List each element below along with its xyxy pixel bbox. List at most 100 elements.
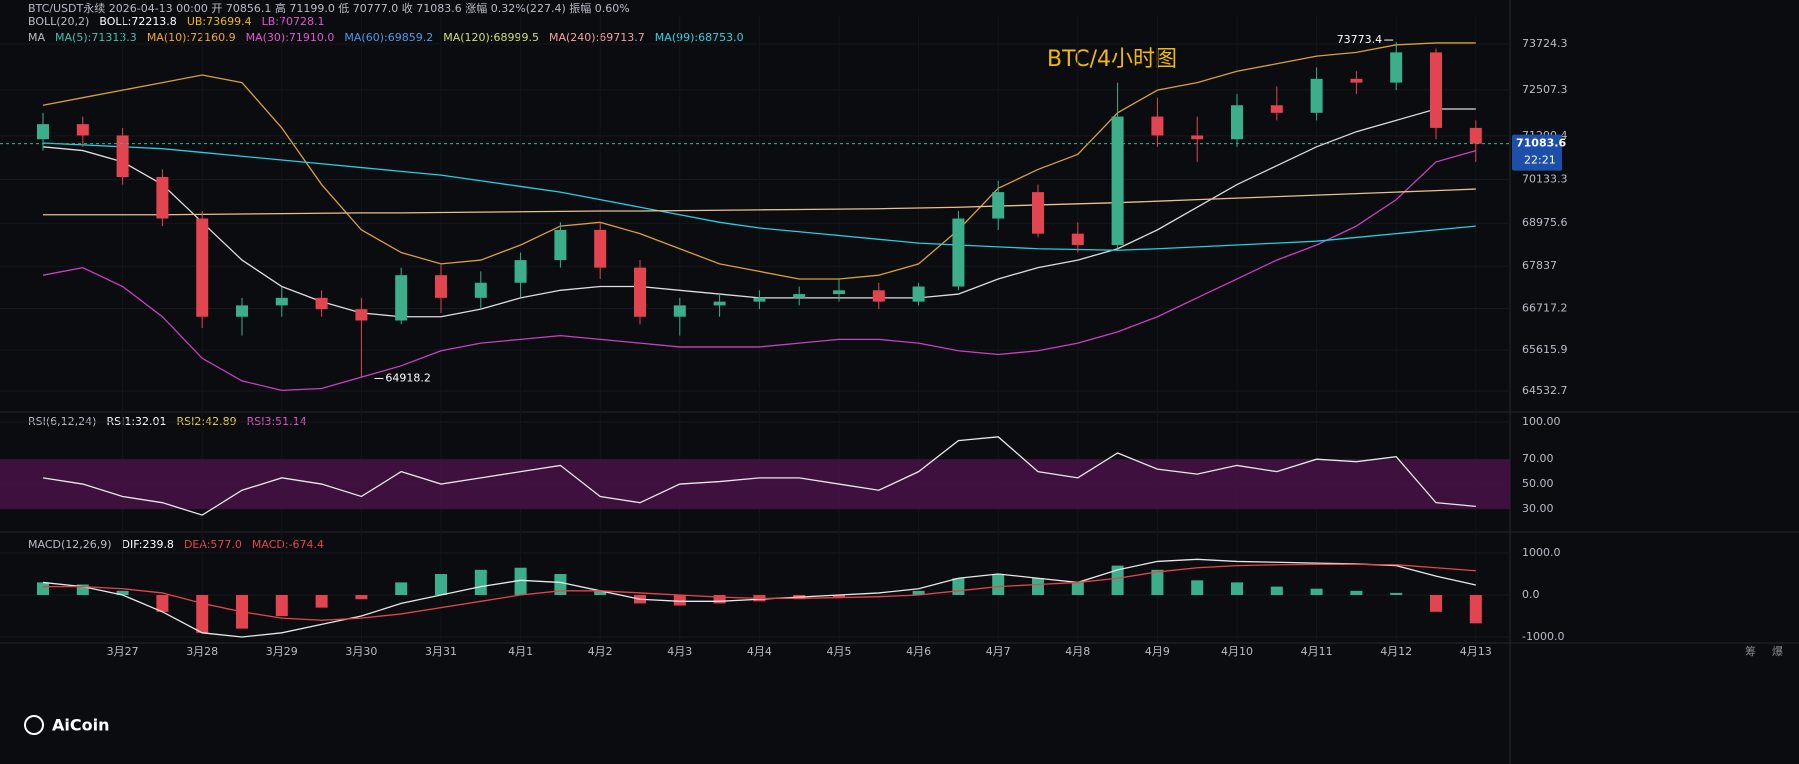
macd-bar: [1071, 582, 1084, 596]
candle-body: [1430, 52, 1442, 128]
indicator-line: [43, 563, 1476, 621]
x-tick-label: 3月27: [107, 645, 139, 658]
x-tick-label: 4月4: [747, 645, 772, 658]
candle-body: [1390, 52, 1403, 83]
candle-body: [474, 282, 487, 298]
candle-body: [355, 309, 368, 321]
macd-bar: [196, 595, 209, 633]
macd-bar: [1231, 582, 1243, 596]
x-tick-label: 4月3: [667, 645, 692, 658]
candle-body: [1111, 116, 1124, 245]
legend-entry: BOLL(20,2): [28, 15, 89, 28]
candle-body: [395, 275, 408, 321]
chart-title: BTC/4小时图: [1047, 47, 1177, 72]
macd-bar: [1469, 595, 1482, 624]
macd-bar: [37, 582, 49, 596]
side-icon[interactable]: 爆: [1772, 644, 1783, 658]
y-tick-label: 100.00: [1522, 415, 1561, 428]
low-annotation: 64918.2: [385, 371, 431, 384]
indicator-line: [42, 42, 1476, 280]
x-tick-label: 4月7: [986, 645, 1011, 658]
candle-body: [634, 267, 646, 317]
candle-body: [275, 297, 288, 306]
candle-body: [196, 218, 209, 317]
x-tick-label: 4月5: [827, 645, 852, 658]
indicator-line: [42, 436, 1476, 516]
macd-bar: [514, 567, 527, 596]
legend-entry: MACD(12,26,9): [28, 538, 112, 551]
indicator-line: [42, 142, 1476, 251]
x-tick-label: 4月9: [1145, 645, 1170, 658]
x-tick-label: 4月2: [588, 645, 613, 658]
macd-bar: [713, 595, 726, 604]
candle-body: [713, 301, 726, 306]
candle-body: [912, 286, 925, 302]
x-tick-label: 4月12: [1380, 645, 1412, 658]
y-tick-label: 70133.3: [1522, 173, 1568, 186]
legend-entry: MA(240):69713.7: [549, 31, 645, 44]
macd-bar: [1310, 588, 1323, 596]
macd-bar: [355, 595, 368, 600]
legend-entry: MA: [28, 31, 45, 44]
macd-bar: [1191, 580, 1204, 596]
macd-bar: [1430, 595, 1442, 612]
macd-bar: [76, 584, 89, 596]
candle-body: [753, 297, 766, 302]
y-tick-label: 67837: [1522, 259, 1557, 272]
candle-body: [1350, 78, 1363, 83]
y-tick-label: 65615.9: [1522, 343, 1568, 356]
macd-bar: [1270, 586, 1283, 596]
candle-body: [116, 135, 129, 178]
header: BTC/USDT永续 2026-04-13 00:00 开 70856.1 高 …: [28, 1, 630, 15]
y-tick-label: 73724.3: [1522, 37, 1568, 50]
macd-bar: [474, 569, 487, 596]
y-tick-label: 68975.6: [1522, 216, 1568, 229]
high-annotation: 73773.4: [1337, 33, 1383, 46]
candle-body: [1469, 127, 1482, 144]
macd-bar: [833, 595, 845, 598]
candle-body: [1310, 78, 1323, 113]
x-tick-label: 3月31: [425, 645, 457, 658]
candle-body: [793, 294, 806, 298]
x-tick-label: 4月8: [1065, 645, 1090, 658]
macd-bar: [1151, 569, 1164, 596]
x-tick-label: 4月1: [508, 645, 533, 658]
y-tick-label: 1000.0: [1522, 546, 1561, 559]
legend-entry: MA(30):71910.0: [246, 31, 335, 44]
candle-body: [76, 124, 89, 136]
y-tick-label: 66717.2: [1522, 302, 1568, 315]
x-tick-label: 3月30: [345, 645, 377, 658]
legend-entry: DIF:239.8: [122, 538, 174, 551]
x-tick-label: 4月6: [906, 645, 931, 658]
candle-body: [315, 297, 328, 310]
y-tick-label: 0.0: [1522, 588, 1540, 601]
legend-entry: MA(60):69859.2: [344, 31, 433, 44]
indicator-line: [42, 558, 1476, 638]
y-tick-label: 30.00: [1522, 502, 1554, 515]
x-tick-label: 4月10: [1221, 645, 1253, 658]
y-tick-label: 70.00: [1522, 452, 1554, 465]
x-tick-label: 4月13: [1460, 645, 1492, 658]
candle-body: [1151, 116, 1164, 136]
legend-entry: MA(5):71313.3: [55, 31, 137, 44]
side-icon[interactable]: 筹: [1745, 644, 1756, 658]
legend-entry: UB:73699.4: [187, 15, 252, 28]
y-tick-label: 72507.3: [1522, 83, 1568, 96]
macd-bar: [952, 578, 965, 596]
candle-body: [833, 290, 845, 295]
legend-entry: DEA:577.0: [184, 538, 242, 551]
macd-bar: [435, 574, 447, 596]
legend-entry: MA(120):68999.5: [443, 31, 539, 44]
x-tick-label: 3月29: [266, 645, 298, 658]
candle-body: [37, 124, 49, 140]
macd-bar: [912, 590, 925, 596]
price-tag-value: 71083.6: [1516, 137, 1566, 150]
macd-bar: [315, 595, 328, 608]
x-tick-label: 3月28: [186, 645, 218, 658]
candle-body: [435, 275, 447, 298]
candle-body: [514, 260, 527, 283]
candle-body: [1191, 135, 1204, 140]
indicator-line: [42, 149, 1476, 392]
candle-body: [1270, 105, 1283, 113]
